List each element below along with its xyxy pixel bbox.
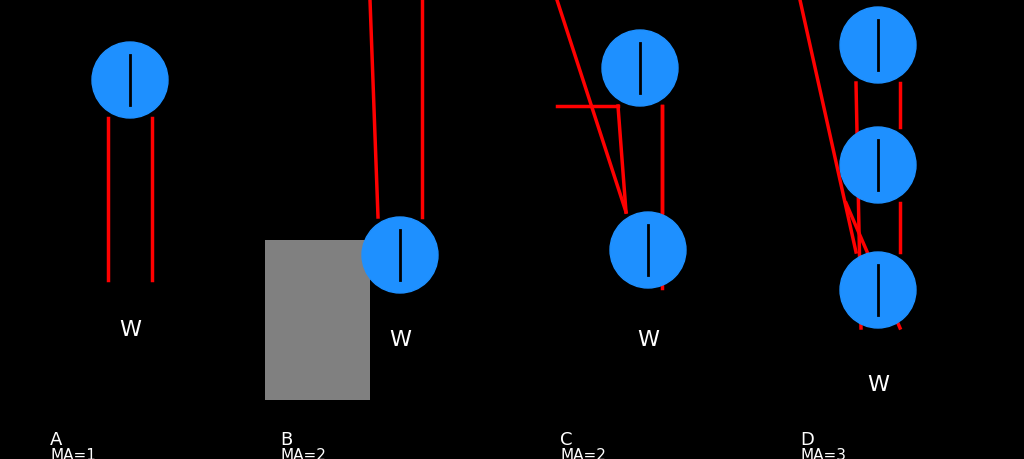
Text: MA=1: MA=1 [50, 448, 96, 459]
Circle shape [840, 127, 916, 203]
Circle shape [92, 42, 168, 118]
Text: W: W [637, 330, 659, 350]
Text: W: W [389, 330, 411, 350]
Circle shape [610, 212, 686, 288]
Text: MA=2: MA=2 [560, 448, 606, 459]
Text: C: C [560, 431, 572, 449]
Text: A: A [50, 431, 62, 449]
Text: W: W [867, 375, 889, 395]
Circle shape [602, 30, 678, 106]
Circle shape [362, 217, 438, 293]
Circle shape [840, 252, 916, 328]
Bar [265, 240, 370, 400]
Text: D: D [800, 431, 814, 449]
Text: W: W [119, 320, 141, 340]
Circle shape [840, 7, 916, 83]
Text: MA=2: MA=2 [280, 448, 326, 459]
Text: B: B [280, 431, 292, 449]
Text: MA=3: MA=3 [800, 448, 846, 459]
